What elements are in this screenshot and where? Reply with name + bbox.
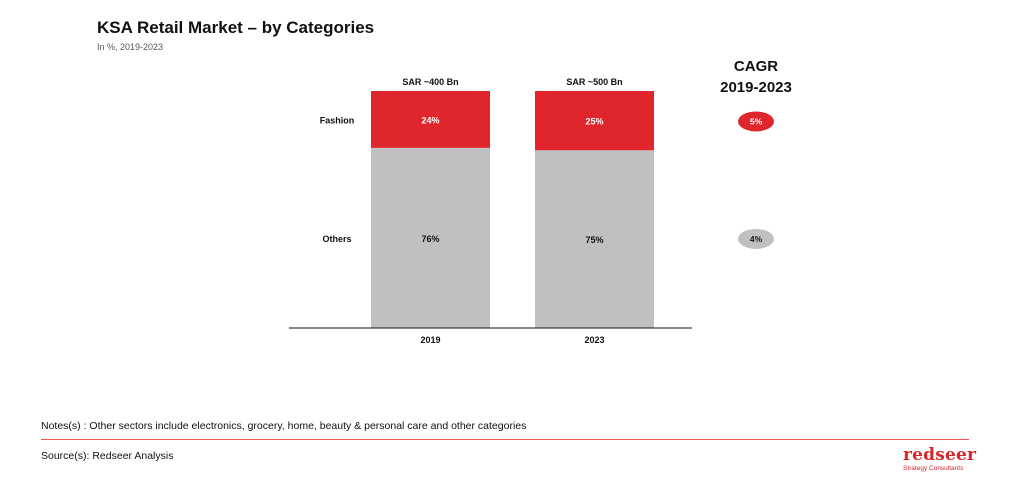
stacked-bar-chart: 76% 24% SAR ~400 Bn 2019 75% 25% SAR ~500 Bn 20… [289,77,774,345]
bar-others-2019 [371,147,490,328]
bar-total-label-2019: SAR ~400 Bn [402,77,458,87]
data-label-others-2023: 75% [585,235,603,245]
bar-others-2023 [535,150,654,328]
cagr-pill-fashion [738,111,774,132]
data-label-fashion-2023: 25% [585,117,603,127]
cagr-header-line1: CAGR [733,58,779,75]
logo-wordmark: redseer [903,445,977,465]
bar-fashion-2023 [535,91,654,151]
cagr-value-fashion: 5% [750,116,763,126]
chart-title: KSA Retail Market – by Categories [97,18,375,37]
x-tick-label-2023: 2023 [584,335,604,345]
series-label-others: Others [322,234,351,244]
bar-fashion-2019 [371,91,490,148]
chart-subtitle: In %, 2019-2023 [97,42,164,52]
cagr-header: CAGR 2019-2023 [700,56,812,98]
notes-text: Notes(s) : Other sectors include electro… [41,420,527,432]
source-text: Source(s): Redseer Analysis [41,450,174,462]
data-label-fashion-2019: 24% [421,115,439,125]
data-label-others-2019: 76% [421,234,439,244]
bar-total-label-2023: SAR ~500 Bn [566,77,622,87]
cagr-value-others: 4% [750,234,763,244]
footer-divider [41,439,969,440]
x-tick-label-2019: 2019 [420,335,440,345]
redseer-logo: redseer Strategy Consultants [903,446,983,473]
cagr-header-line2: 2019-2023 [720,79,792,96]
logo-tagline: Strategy Consultants [903,465,964,472]
series-label-fashion: Fashion [320,115,355,125]
cagr-pill-others [738,228,774,249]
